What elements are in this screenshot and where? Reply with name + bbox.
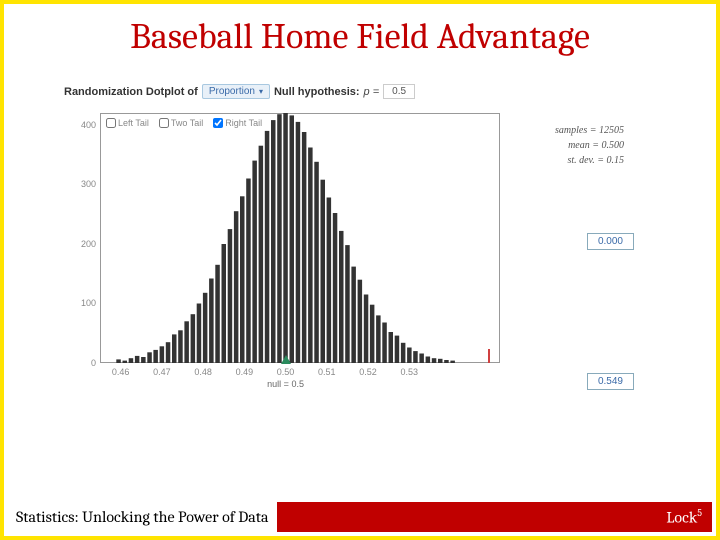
header-prefix: Randomization Dotplot of xyxy=(64,86,198,98)
chart-area: Randomization Dotplot of Proportion Null… xyxy=(64,84,664,444)
y-tick: 200 xyxy=(81,239,96,249)
stats-block: samples = 12505 mean = 0.500 st. dev. = … xyxy=(555,123,624,168)
left-tail-checkbox[interactable] xyxy=(106,118,116,128)
footer: Statistics: Unlocking the Power of Data … xyxy=(8,502,712,532)
x-tick: 0.48 xyxy=(194,367,212,377)
slide-frame: Baseball Home Field Advantage Randomizat… xyxy=(0,0,720,540)
footer-left: Statistics: Unlocking the Power of Data xyxy=(8,502,277,532)
null-marker-icon xyxy=(281,355,291,364)
statistic-box[interactable]: 0.549 xyxy=(587,373,634,390)
two-tail-checkbox[interactable] xyxy=(159,118,169,128)
tail-selector: Left Tail Two Tail Right Tail xyxy=(106,118,262,128)
stats-mean: mean = 0.500 xyxy=(555,138,624,153)
x-tick: 0.49 xyxy=(236,367,254,377)
y-tick: 300 xyxy=(81,179,96,189)
y-axis-ticks: 0100200300400 xyxy=(64,113,98,363)
y-tick: 400 xyxy=(81,120,96,130)
x-tick: 0.50 xyxy=(277,367,295,377)
header-null-label: Null hypothesis: xyxy=(274,86,360,98)
two-tail-label: Two Tail xyxy=(171,118,203,128)
footer-right: Lock5 xyxy=(666,507,702,526)
slide-title: Baseball Home Field Advantage xyxy=(4,4,716,63)
footer-brand-sup: 5 xyxy=(697,507,702,519)
x-tick: 0.47 xyxy=(153,367,171,377)
stats-std: st. dev. = 0.15 xyxy=(555,153,624,168)
two-tail-option[interactable]: Two Tail xyxy=(159,118,203,128)
right-tail-option[interactable]: Right Tail xyxy=(213,118,262,128)
param-symbol: p = xyxy=(364,86,380,98)
left-tail-option[interactable]: Left Tail xyxy=(106,118,149,128)
dotplot-bars xyxy=(100,113,500,363)
stats-samples: samples = 12505 xyxy=(555,123,624,138)
proportion-dropdown[interactable]: Proportion xyxy=(202,84,270,99)
x-tick: 0.52 xyxy=(359,367,377,377)
left-tail-label: Left Tail xyxy=(118,118,149,128)
x-tick: 0.53 xyxy=(401,367,419,377)
footer-brand: Lock xyxy=(666,509,697,527)
y-tick: 100 xyxy=(81,298,96,308)
plot-region: Left Tail Two Tail Right Tail 0 100 200 300… xyxy=(64,105,624,385)
right-tail-checkbox[interactable] xyxy=(213,118,223,128)
statistic-marker xyxy=(488,349,490,363)
right-tail-label: Right Tail xyxy=(225,118,262,128)
x-tick: 0.46 xyxy=(112,367,130,377)
y-tick: 0 xyxy=(91,358,96,368)
null-value-input[interactable]: 0.5 xyxy=(383,84,415,99)
pvalue-box[interactable]: 0.000 xyxy=(587,233,634,250)
null-marker-label: null = 0.5 xyxy=(267,379,304,389)
chart-header: Randomization Dotplot of Proportion Null… xyxy=(64,84,664,99)
x-tick: 0.51 xyxy=(318,367,336,377)
